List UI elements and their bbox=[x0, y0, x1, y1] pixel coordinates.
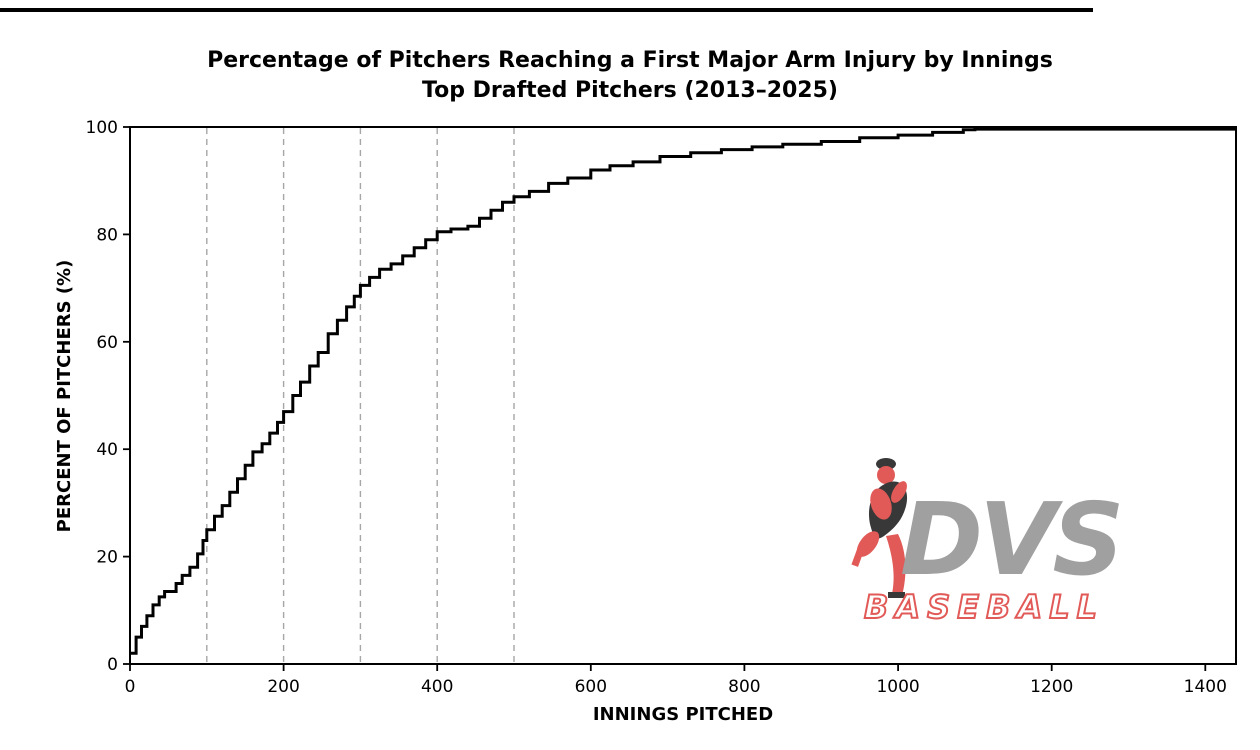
x-tick-label: 400 bbox=[421, 677, 453, 697]
y-tick-label: 60 bbox=[96, 333, 118, 353]
dvs-brand-text: DVS bbox=[900, 481, 1120, 598]
plot-area-border bbox=[129, 126, 1237, 665]
x-tick-label: 1400 bbox=[1184, 677, 1227, 697]
x-axis-label: INNINGS PITCHED bbox=[593, 704, 773, 725]
y-tick-label: 20 bbox=[96, 548, 118, 568]
x-tick-label: 0 bbox=[125, 677, 136, 697]
dvs-baseball-text: BASEBALL bbox=[864, 588, 1104, 626]
x-tick-label: 200 bbox=[267, 677, 299, 697]
pitcher-silhouette-icon bbox=[851, 458, 908, 598]
chart-title-block: Percentage of Pitchers Reaching a First … bbox=[0, 46, 1260, 106]
top-rule bbox=[0, 8, 1093, 12]
y-tick-label: 80 bbox=[96, 225, 118, 245]
y-tick-label: 40 bbox=[96, 440, 118, 460]
x-tick-label: 1000 bbox=[876, 677, 919, 697]
ecdf-line bbox=[130, 127, 1236, 655]
y-tick-label: 0 bbox=[107, 655, 118, 675]
x-axis-ticks: 0 200 400 600 800 1000 1200 1400 bbox=[125, 664, 1227, 697]
chart-title: Percentage of Pitchers Reaching a First … bbox=[207, 48, 1053, 73]
chart-subtitle: Top Drafted Pitchers (2013–2025) bbox=[422, 78, 838, 103]
x-tick-label: 600 bbox=[575, 677, 607, 697]
y-axis-label: PERCENT OF PITCHERS (%) bbox=[54, 260, 75, 533]
y-tick-label: 100 bbox=[86, 118, 118, 138]
y-axis-ticks: 0 20 40 60 80 100 bbox=[86, 118, 130, 675]
dvs-watermark: DVS BASEBALL bbox=[851, 458, 1124, 627]
x-tick-label: 1200 bbox=[1030, 677, 1073, 697]
grid-vlines bbox=[206, 128, 515, 663]
x-tick-label: 800 bbox=[728, 677, 760, 697]
